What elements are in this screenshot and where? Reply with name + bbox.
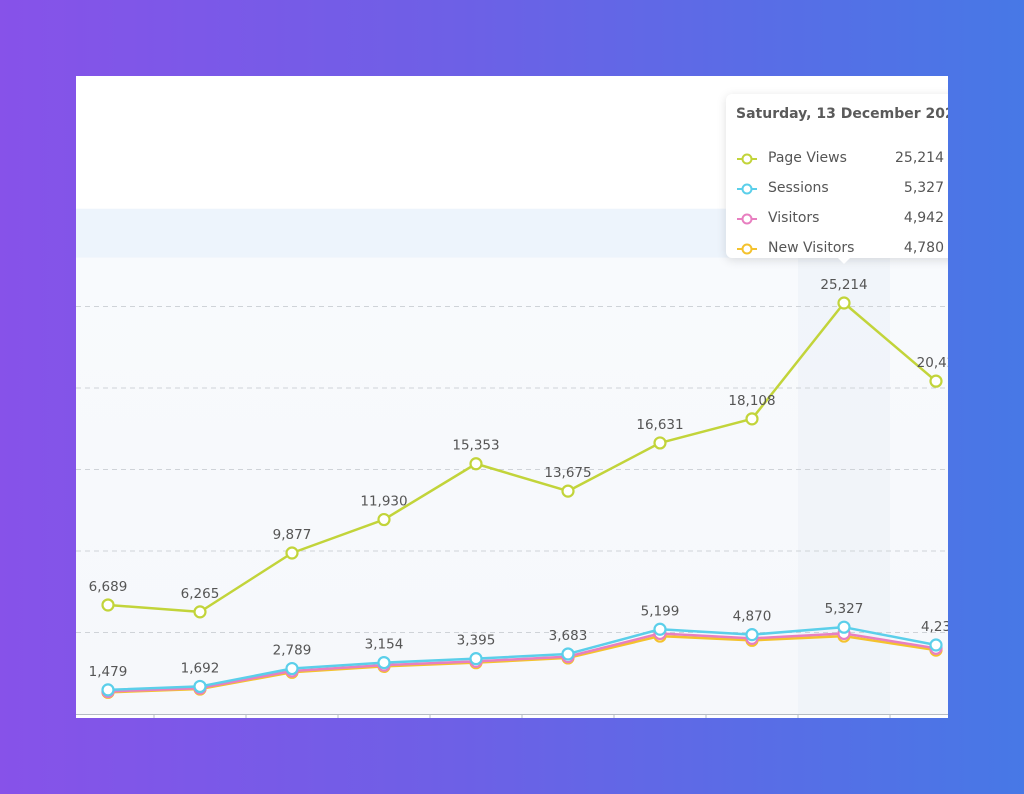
data-label: 5,199 <box>641 603 680 619</box>
data-point <box>101 598 115 612</box>
data-point <box>193 679 207 694</box>
data-label: 1,692 <box>181 660 220 676</box>
tooltip-title: Saturday, 13 December 2025 <box>736 106 948 122</box>
data-point <box>561 484 575 498</box>
data-label: 25,214 <box>820 277 867 293</box>
tooltip-series-value: 5,327 <box>903 180 944 196</box>
tooltip-series-value: 25,214 <box>895 150 944 166</box>
data-label: 3,683 <box>549 628 588 644</box>
page-views-marker-icon <box>737 153 757 165</box>
data-point <box>653 622 667 636</box>
tooltip-series-value: 4,942 <box>903 210 944 226</box>
tooltip-caret <box>836 256 852 264</box>
chart-tooltip: Saturday, 13 December 2025 Page Views 25… <box>726 94 948 264</box>
data-point <box>837 620 851 634</box>
data-label: 11,930 <box>360 494 407 510</box>
data-label: 5,327 <box>825 601 864 617</box>
data-point <box>929 638 943 652</box>
tooltip-row-page-views: Page Views 25,214 <box>736 148 948 170</box>
data-point <box>377 512 391 527</box>
data-label: 6,265 <box>181 586 220 602</box>
sessions-marker-icon <box>737 183 757 195</box>
tooltip-series-name: Visitors <box>768 210 820 226</box>
data-point <box>469 652 483 666</box>
data-label: 3,395 <box>457 633 496 649</box>
data-label: 6,689 <box>89 579 128 595</box>
data-point <box>193 605 207 619</box>
data-label: 15,353 <box>452 438 499 454</box>
data-point <box>929 374 943 388</box>
data-point <box>285 661 299 676</box>
data-point <box>745 412 759 426</box>
data-label: 18,108 <box>728 393 775 409</box>
data-point <box>653 436 667 450</box>
tooltip-row-sessions: Sessions 5,327 <box>736 178 948 200</box>
data-point <box>561 647 575 661</box>
visitors-marker-icon <box>737 213 757 225</box>
tooltip-row-visitors: Visitors 4,942 <box>736 208 948 230</box>
data-point <box>377 655 391 670</box>
data-label: 16,631 <box>636 417 683 433</box>
data-label: 13,675 <box>544 465 591 481</box>
chart-card: 6,689 6,265 9,877 11,930 15,353 13,675 16,631 1… <box>76 76 948 718</box>
data-point <box>285 546 299 560</box>
data-label: 1,479 <box>89 664 128 680</box>
data-label: 3,154 <box>365 637 404 653</box>
tooltip-series-name: Page Views <box>768 150 847 166</box>
data-point <box>469 457 483 471</box>
data-label: 9,877 <box>273 527 312 543</box>
data-label: 4,23 <box>921 619 948 635</box>
series-line-visitors <box>107 632 937 693</box>
tooltip-row-new-visitors: New Visitors 4,780 <box>736 238 948 260</box>
series-line-sessions <box>107 625 937 692</box>
tooltip-series-value: 4,780 <box>903 240 944 256</box>
hover-highlight <box>798 250 890 714</box>
data-label: 4,870 <box>733 609 772 625</box>
data-point <box>837 296 851 310</box>
new-visitors-marker-icon <box>737 243 757 255</box>
data-point <box>745 628 759 642</box>
tooltip-series-name: New Visitors <box>768 240 855 256</box>
data-point <box>101 683 115 697</box>
data-label: 20,42 <box>917 355 948 371</box>
tooltip-series-name: Sessions <box>768 180 829 196</box>
data-label: 2,789 <box>273 643 312 659</box>
series-line-page-views <box>107 301 937 614</box>
